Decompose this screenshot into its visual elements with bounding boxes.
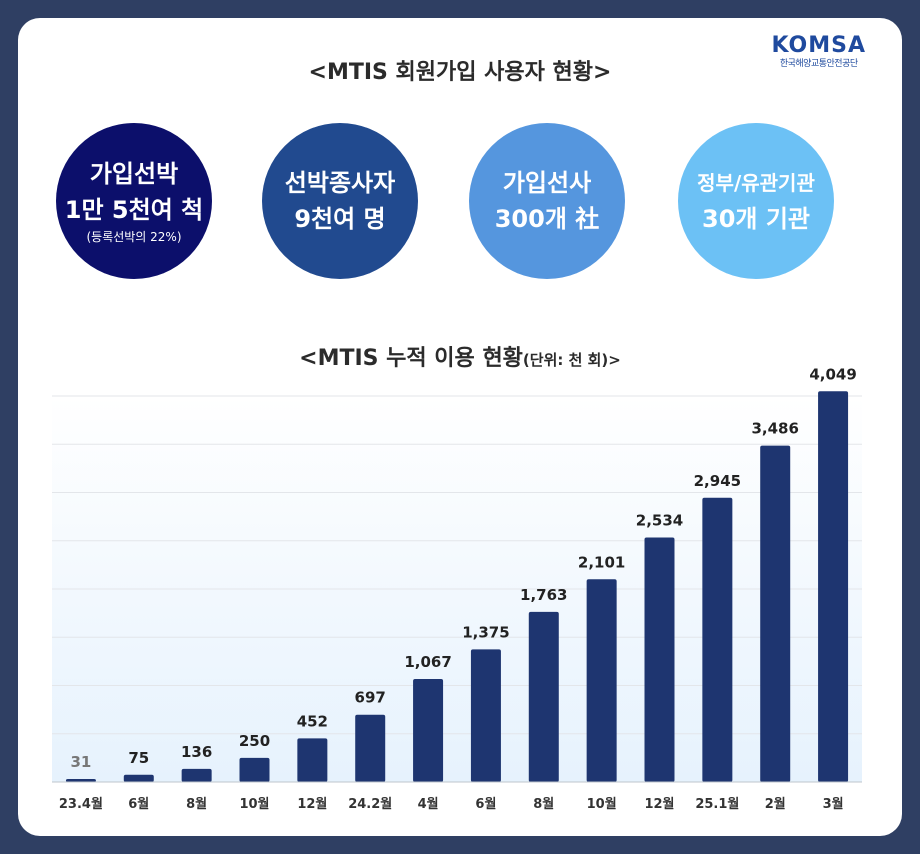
data-label: 31 — [70, 753, 91, 771]
bar — [818, 391, 849, 782]
stat-label: 가입선박 — [89, 160, 179, 188]
chart-unit: (단위: 천 회)> — [522, 351, 621, 369]
stat-circle-companies: 가입선사 300개 社 — [469, 123, 625, 279]
infographic-card: KOMSA 한국해양교통안전공단 <MTIS 회원가입 사용자 현황> 가입선박… — [18, 18, 902, 836]
chart-title-main: <MTIS 누적 이용 현황 — [299, 346, 523, 371]
data-label: 136 — [181, 743, 212, 761]
x-tick-label: 25.1월 — [695, 796, 739, 812]
bar — [644, 537, 675, 782]
stats-title: <MTIS 회원가입 사용자 현황> — [308, 60, 612, 85]
bar — [355, 714, 386, 782]
x-tick-label: 4월 — [418, 796, 439, 812]
data-label: 2,101 — [578, 553, 625, 571]
bar — [470, 649, 501, 782]
stat-label: 가입선사 — [502, 169, 592, 197]
data-label: 2,534 — [636, 511, 683, 529]
stat-value: 1만 5천여 척 — [64, 196, 204, 224]
chart-title: <MTIS 누적 이용 현황(단위: 천 회)> — [18, 340, 902, 372]
stat-value: 30개 기관 — [702, 205, 810, 233]
bar — [181, 768, 212, 782]
data-label: 1,067 — [404, 653, 451, 671]
stat-value: 9천여 명 — [294, 205, 386, 233]
bar — [702, 497, 733, 782]
data-label: 1,763 — [520, 586, 567, 604]
komsa-logo: KOMSA 한국해양교통안전공단 — [771, 34, 866, 70]
stat-circle-ships: 가입선박 1만 5천여 척 (등록선박의 22%) — [56, 123, 212, 279]
data-label: 3,486 — [751, 420, 798, 438]
x-tick-label: 2월 — [765, 796, 786, 812]
x-tick-label: 12월 — [297, 796, 327, 812]
bar — [528, 611, 559, 782]
data-label: 452 — [297, 712, 328, 730]
stat-value: 300개 社 — [494, 205, 600, 233]
bar — [239, 757, 270, 782]
x-tick-label: 12월 — [644, 796, 674, 812]
logo-subtitle: 한국해양교통안전공단 — [779, 59, 858, 69]
stat-circle-agencies: 정부/유관기관 30개 기관 — [678, 123, 834, 279]
logo-wordmark: KOMSA — [771, 33, 866, 58]
bar — [65, 779, 96, 782]
x-tick-label: 10월 — [587, 796, 617, 812]
bar-chart: 31 23.4월 75 6월 136 8월 250 10월 452 12월 697 24.2월 1,06… — [52, 365, 862, 812]
bar — [586, 579, 617, 782]
stat-circle-crew: 선박종사자 9천여 명 — [262, 123, 418, 279]
data-label: 250 — [239, 732, 270, 750]
data-label: 697 — [355, 689, 386, 707]
stat-label: 선박종사자 — [284, 169, 396, 197]
bar — [413, 679, 444, 782]
stat-note: (등록선박의 22%) — [86, 230, 182, 244]
x-tick-label: 8월 — [533, 796, 554, 812]
x-tick-label: 6월 — [128, 796, 149, 812]
data-label: 2,945 — [694, 472, 741, 490]
x-tick-label: 10월 — [239, 796, 269, 812]
x-tick-label: 6월 — [475, 796, 496, 812]
data-label: 1,375 — [462, 623, 509, 641]
x-tick-label: 24.2월 — [348, 796, 392, 812]
stat-label: 정부/유관기관 — [697, 171, 815, 195]
data-label: 4,049 — [809, 365, 856, 383]
x-tick-label: 3월 — [823, 796, 844, 812]
x-tick-label: 8월 — [186, 796, 207, 812]
x-tick-label: 23.4월 — [59, 796, 103, 812]
bar — [760, 445, 791, 782]
bar — [297, 738, 328, 782]
bar — [123, 774, 154, 782]
data-label: 75 — [128, 749, 149, 767]
